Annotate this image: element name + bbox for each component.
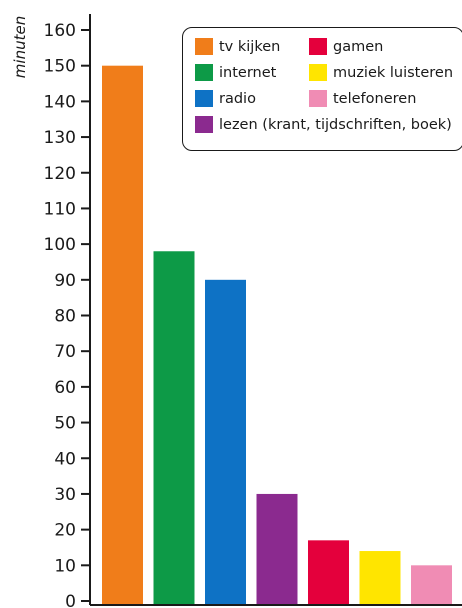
legend-swatch <box>309 90 327 107</box>
legend-swatch <box>309 38 327 55</box>
bar-internet <box>153 251 195 604</box>
bar-tv-kijken <box>102 65 143 604</box>
y-tick-label: 70 <box>54 342 76 362</box>
bar-gamen <box>308 540 349 604</box>
bar-telefoneren <box>411 565 452 604</box>
legend-label: lezen (krant, tijdschriften, boek) <box>219 116 452 133</box>
legend-item-telefoneren: telefoneren <box>309 90 416 107</box>
y-tick-label: 20 <box>54 521 76 541</box>
legend-swatch <box>195 64 213 81</box>
legend-label: tv kijken <box>219 38 281 55</box>
legend-label: internet <box>219 64 277 81</box>
y-tick-label: 80 <box>54 307 76 327</box>
bar-muziek-luisteren <box>359 551 401 604</box>
legend-item-lezen: lezen (krant, tijdschriften, boek) <box>195 116 452 133</box>
legend-item-tv-kijken: tv kijken <box>195 38 280 55</box>
legend-swatch <box>309 64 327 81</box>
y-tick-label: 60 <box>54 378 76 398</box>
legend-item-muziek-luisteren: muziek luisteren <box>309 64 453 81</box>
legend: tv kijken gamen internet muziek luistere… <box>182 27 462 151</box>
y-tick-label: 120 <box>44 164 76 184</box>
y-tick-label: 160 <box>44 21 76 41</box>
y-tick-label: 10 <box>54 556 76 576</box>
y-tick-label: 110 <box>44 199 76 219</box>
legend-label: telefoneren <box>333 90 417 107</box>
bars-group <box>102 65 452 604</box>
y-tick-label: 90 <box>54 271 76 291</box>
legend-item-gamen: gamen <box>309 38 383 55</box>
y-tick-label: 130 <box>44 128 76 148</box>
y-axis: 0 10 20 30 40 50 60 70 80 90 100 110 120 130 140 150 160 <box>44 14 462 608</box>
legend-item-radio: radio <box>195 90 256 107</box>
legend-item-internet: internet <box>195 64 276 81</box>
legend-label: radio <box>219 90 256 107</box>
y-tick-label: 50 <box>54 414 76 434</box>
y-tick-label: 140 <box>44 92 76 112</box>
y-tick-label: 30 <box>54 485 76 505</box>
y-axis-label: minuten <box>11 16 29 78</box>
y-tick-label: 0 <box>65 592 76 608</box>
legend-label: gamen <box>333 38 384 55</box>
bar-lezen-krant-tijdschriften-boek <box>256 493 298 604</box>
y-tick-label: 100 <box>44 235 76 255</box>
y-tick-label: 150 <box>44 57 76 77</box>
y-tick-label: 40 <box>54 449 76 469</box>
legend-label: muziek luisteren <box>333 64 454 81</box>
legend-swatch <box>195 116 213 133</box>
bar-radio <box>205 279 246 604</box>
legend-swatch <box>195 90 213 107</box>
legend-swatch <box>195 38 213 55</box>
